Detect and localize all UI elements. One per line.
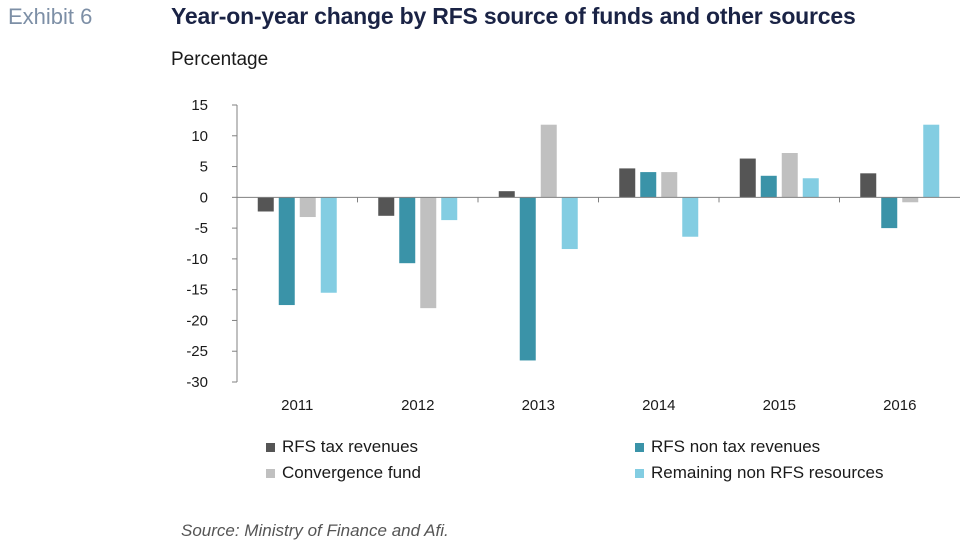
legend-label: Convergence fund [282,463,421,482]
bar-2011-1 [278,197,295,306]
bar-2013-3 [561,197,578,250]
x-tick-label: 2016 [883,397,916,414]
x-tick-label: 2013 [522,397,555,414]
legend-item: RFS tax revenues [266,437,418,457]
bar-2014-0 [619,168,636,198]
x-tick-label: 2014 [642,397,675,414]
y-tick-label: -10 [186,251,208,268]
legend-item: Remaining non RFS resources [635,463,883,483]
x-tick-label: 2012 [401,397,434,414]
legend-label: RFS tax revenues [282,437,419,456]
bar-2016-2 [902,197,919,203]
bar-2013-0 [498,191,515,198]
y-tick-label: 15 [191,97,208,114]
bar-2014-2 [661,172,678,198]
y-tick-label: -25 [186,343,208,360]
chart-title: Year-on-year change by RFS source of fun… [171,3,856,29]
bar-2015-1 [760,175,777,198]
bar-2015-0 [739,158,756,198]
x-axis-labels: 2011 2012 2013 2014 2015 2016 [281,397,916,414]
legend-swatch [635,468,644,478]
bar-2014-1 [640,172,657,198]
y-tick-label: -30 [186,374,208,391]
unit-label: Percentage [171,49,269,70]
y-tick-label: -20 [186,312,208,329]
bar-2011-3 [320,197,337,293]
bar-2012-2 [420,197,437,309]
bar-2012-3 [441,197,458,221]
legend-swatch [635,442,644,452]
bar-2016-3 [923,124,940,198]
y-axis-ticks: 15 10 5 0 -5 -10 -15 -20 -25 -30 [186,97,237,391]
bar-2012-1 [399,197,416,264]
y-tick-label: 10 [191,128,208,145]
y-tick-label: 0 [200,189,208,206]
bar-2016-1 [881,197,898,229]
legend-swatch [266,442,275,452]
y-tick-label: -15 [186,282,208,299]
y-tick-label: -5 [195,220,208,237]
bar-2014-3 [682,197,699,237]
bar-2012-0 [378,197,395,216]
bar-2011-2 [299,197,316,218]
axes [236,105,960,382]
x-tick-label: 2015 [763,397,796,414]
legend-item: RFS non tax revenues [635,437,820,457]
bar-2015-3 [802,178,819,198]
bar-2015-2 [781,153,798,198]
bar-2016-0 [860,173,877,198]
y-tick-label: 5 [200,159,208,176]
bars [257,124,940,361]
legend-item: Convergence fund [266,463,421,483]
legend-label: Remaining non RFS resources [651,463,884,482]
bar-2013-1 [519,197,536,361]
x-tick-label: 2011 [281,397,313,414]
legend-label: RFS non tax revenues [651,437,821,456]
legend-swatch [266,468,275,478]
bar-2011-0 [257,197,274,212]
exhibit-label: Exhibit 6 [8,4,93,29]
source-note: Source: Ministry of Finance and Afi. [181,521,449,540]
bar-2013-2 [540,124,557,198]
